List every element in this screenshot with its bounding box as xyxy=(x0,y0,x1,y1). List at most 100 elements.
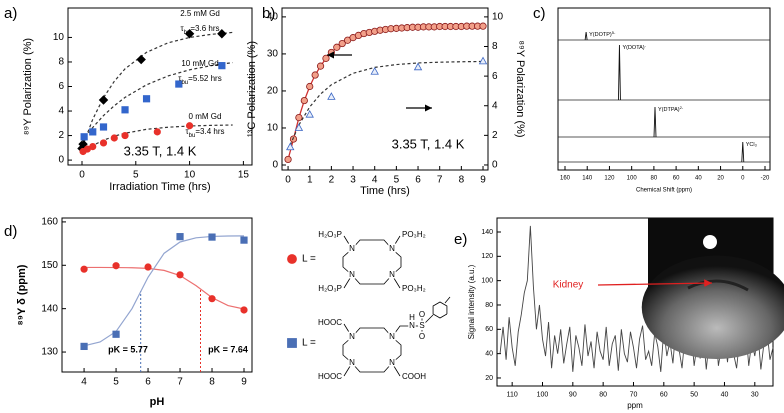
inset-arrow xyxy=(597,279,713,288)
annotation: 3.35 T, 1.4 K xyxy=(124,143,197,158)
chem-label: S xyxy=(419,321,424,330)
x-tick-label: 8 xyxy=(459,175,465,186)
chem-bond xyxy=(343,362,353,377)
chem-label: N xyxy=(409,321,415,330)
x-tick-label: 70 xyxy=(630,391,638,398)
plot-frame xyxy=(67,7,253,166)
x-tick-label: 4 xyxy=(81,377,87,388)
y-axis-label: Signal intensity (a.u.) xyxy=(467,264,476,339)
panel-label: b) xyxy=(262,5,275,22)
peak-label: Y(DOTP)5- xyxy=(589,30,616,39)
chem-label: O xyxy=(419,310,425,319)
chem-label: PO₃H₂ xyxy=(402,230,426,239)
data-point xyxy=(185,122,194,130)
chem-label: O xyxy=(419,332,425,341)
y2-tick-label: 0 xyxy=(492,160,498,171)
y-tick-label: 0 xyxy=(272,160,278,171)
legend-marker xyxy=(287,338,297,348)
y2-tick-label: 8 xyxy=(492,41,498,52)
y2-tick-label: 4 xyxy=(492,100,498,111)
panel-label: c) xyxy=(533,5,546,22)
x-axis-label: Time (hrs) xyxy=(360,185,410,197)
data-point xyxy=(98,95,109,105)
peak-charge: 5- xyxy=(612,30,616,35)
x-tick-label: 80 xyxy=(599,391,607,398)
y-tick-label: 150 xyxy=(41,260,58,271)
spectrum-peak xyxy=(653,106,657,138)
x-tick-label: 60 xyxy=(673,176,680,182)
peak-charge: 2- xyxy=(680,105,684,110)
data-point xyxy=(284,155,292,164)
data-point xyxy=(89,128,97,136)
fit-line xyxy=(81,61,233,143)
spectrum-line xyxy=(499,225,774,372)
x-tick-label: 4 xyxy=(372,175,378,186)
data-point xyxy=(142,95,151,103)
x-tick-label: 5 xyxy=(394,175,400,186)
x-tick-label: 15 xyxy=(238,170,250,181)
x-tick-label: 10 xyxy=(184,170,196,181)
x-tick-label: 40 xyxy=(695,176,702,182)
fit-line xyxy=(81,124,233,154)
x-axis-label: ppm xyxy=(627,401,643,410)
x-tick-label: 140 xyxy=(582,176,593,182)
x-tick-label: 6 xyxy=(415,175,421,186)
data-point xyxy=(327,92,336,100)
chem-label: N xyxy=(389,244,395,253)
tau-symbol: τ xyxy=(178,74,182,83)
x-tick-label: 6 xyxy=(145,377,151,388)
data-point xyxy=(112,330,120,338)
data-point xyxy=(217,29,227,39)
series-tau: τbu=5.52 hrs xyxy=(178,74,221,85)
fit-line xyxy=(83,235,245,347)
y-tick-label: 80 xyxy=(485,302,493,309)
inset-label: Kidney xyxy=(553,280,584,291)
chem-bond xyxy=(391,235,401,250)
data-point xyxy=(413,62,423,71)
chem-bond xyxy=(391,274,401,289)
annotation: 3.35 T, 1.4 K xyxy=(392,136,465,151)
x-tick-label: 7 xyxy=(177,377,183,388)
fit-line xyxy=(84,266,245,310)
chem-label: H xyxy=(409,313,415,322)
peak-label: Y(DOTA)- xyxy=(622,43,646,52)
peak-label: YCl₃ xyxy=(746,142,757,148)
data-point xyxy=(99,139,108,147)
peak-name: Y(DOTP) xyxy=(589,32,612,38)
data-point xyxy=(208,233,216,241)
x-tick-label: 9 xyxy=(241,377,247,388)
data-point xyxy=(176,233,184,241)
tau-sub: bu xyxy=(184,30,191,36)
chem-label: H₂O₃P xyxy=(318,230,342,239)
pk-label: pK = 5.77 xyxy=(108,344,148,354)
data-point xyxy=(333,43,341,51)
series-label: 10 mM Gd xyxy=(181,59,218,68)
tau-sub: bu xyxy=(181,80,188,86)
data-point xyxy=(80,342,88,351)
data-point xyxy=(218,62,226,70)
tau-text: =3.4 hrs xyxy=(195,127,224,136)
data-point xyxy=(110,134,118,142)
plot-frame xyxy=(557,7,771,171)
legend-label: L = xyxy=(302,254,316,265)
x-tick-label: 0 xyxy=(79,170,85,181)
data-point xyxy=(240,306,248,314)
y-tick-label: 130 xyxy=(41,347,58,358)
chem-label: HOOC xyxy=(318,318,342,327)
x-tick-label: 50 xyxy=(690,391,698,398)
y2-tick-label: 10 xyxy=(492,12,504,23)
peak-name: Y(DOTA) xyxy=(622,45,644,51)
data-point xyxy=(153,128,161,136)
data-point xyxy=(89,143,97,151)
peak-name: YCl₃ xyxy=(746,142,757,148)
data-point xyxy=(99,123,108,131)
data-point xyxy=(322,54,330,62)
x-tick-label: 2 xyxy=(329,175,335,186)
y-tick-label: 0 xyxy=(58,155,64,166)
x-tick-label: 3 xyxy=(350,175,356,186)
tau-sub: bu xyxy=(189,133,196,139)
y-tick-label: 120 xyxy=(481,253,493,260)
data-point xyxy=(208,295,216,303)
